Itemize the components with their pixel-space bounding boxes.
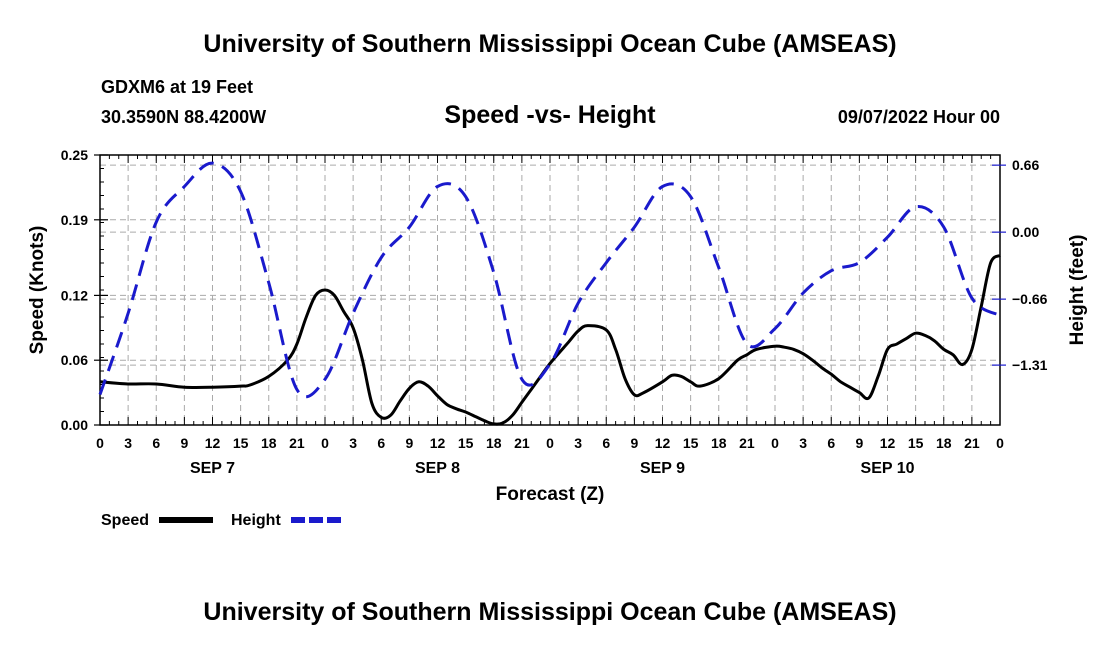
x-tick-label: 0 — [321, 435, 329, 451]
x-tick-label: 12 — [430, 435, 446, 451]
x-tick-label: 18 — [486, 435, 502, 451]
y2-tick-label: −0.66 — [1012, 291, 1048, 307]
coordinates-label: 30.3590N 88.4200W — [101, 107, 267, 127]
x-tick-label: 6 — [602, 435, 610, 451]
y-tick-label: 0.06 — [61, 352, 88, 368]
day-label: SEP 9 — [640, 460, 685, 477]
y-tick-label: 0.12 — [61, 287, 88, 303]
x-tick-label: 21 — [514, 435, 530, 451]
y-axis-title: Speed (Knots) — [27, 226, 48, 355]
x-tick-label: 12 — [655, 435, 671, 451]
day-label: SEP 8 — [415, 460, 460, 477]
x-tick-label: 9 — [855, 435, 863, 451]
x-tick-label: 15 — [233, 435, 249, 451]
x-tick-label: 9 — [405, 435, 413, 451]
x-tick-label: 6 — [377, 435, 385, 451]
x-tick-label: 3 — [799, 435, 807, 451]
day-label: SEP 7 — [190, 460, 235, 477]
x-tick-label: 18 — [936, 435, 952, 451]
y2-tick-label: −1.31 — [1012, 357, 1048, 373]
x-tick-label: 15 — [458, 435, 474, 451]
forecast-datetime: 09/07/2022 Hour 00 — [837, 107, 1000, 127]
y2-tick-label: 0.66 — [1012, 157, 1039, 173]
x-tick-label: 21 — [739, 435, 755, 451]
x-tick-label: 18 — [261, 435, 277, 451]
y-tick-label: 0.19 — [61, 212, 88, 228]
chart-title: University of Southern Mississippi Ocean… — [203, 30, 897, 58]
x-tick-label: 3 — [574, 435, 582, 451]
speed-series-line — [99, 254, 1001, 426]
y-tick-label: 0.25 — [61, 147, 88, 163]
y2-axis-title: Height (feet) — [1067, 235, 1088, 346]
x-tick-label: 9 — [180, 435, 188, 451]
height-series-line — [98, 161, 1001, 399]
x-tick-label: 0 — [771, 435, 779, 451]
day-label: SEP 10 — [861, 460, 915, 477]
legend-label: Height — [231, 512, 281, 529]
x-tick-label: 6 — [827, 435, 835, 451]
x-tick-label: 21 — [964, 435, 980, 451]
chart-subtitle: Speed -vs- Height — [444, 101, 656, 129]
x-tick-label: 0 — [96, 435, 104, 451]
x-tick-label: 0 — [996, 435, 1004, 451]
x-tick-label: 15 — [683, 435, 699, 451]
x-tick-label: 3 — [124, 435, 132, 451]
x-tick-label: 9 — [630, 435, 638, 451]
x-tick-label: 18 — [711, 435, 727, 451]
x-tick-label: 3 — [349, 435, 357, 451]
x-tick-label: 12 — [205, 435, 221, 451]
x-tick-label: 6 — [152, 435, 160, 451]
x-tick-label: 21 — [289, 435, 305, 451]
bottom-title: University of Southern Mississippi Ocean… — [203, 598, 897, 626]
x-tick-label: 0 — [546, 435, 554, 451]
x-axis-title: Forecast (Z) — [496, 484, 605, 505]
x-tick-label: 15 — [908, 435, 924, 451]
y2-tick-label: 0.00 — [1012, 224, 1039, 240]
x-tick-label: 12 — [880, 435, 896, 451]
y-tick-label: 0.00 — [61, 417, 88, 433]
station-label: GDXM6 at 19 Feet — [101, 77, 254, 97]
legend-label: Speed — [101, 512, 149, 529]
